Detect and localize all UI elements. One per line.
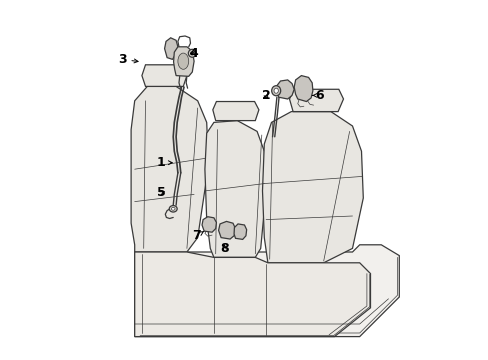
Polygon shape xyxy=(204,121,265,257)
Polygon shape xyxy=(131,86,208,252)
Ellipse shape xyxy=(169,206,177,212)
Ellipse shape xyxy=(273,88,278,93)
Ellipse shape xyxy=(271,86,280,96)
Polygon shape xyxy=(276,80,294,99)
Text: 4: 4 xyxy=(188,47,197,60)
Polygon shape xyxy=(173,47,194,76)
Polygon shape xyxy=(202,217,216,232)
Polygon shape xyxy=(134,245,399,337)
Text: 1: 1 xyxy=(156,156,172,169)
Polygon shape xyxy=(142,65,186,86)
Polygon shape xyxy=(218,221,235,239)
Polygon shape xyxy=(289,89,343,112)
Text: 3: 3 xyxy=(118,53,138,66)
Polygon shape xyxy=(294,76,312,102)
Text: 2: 2 xyxy=(261,89,270,102)
Text: 8: 8 xyxy=(220,242,228,255)
Text: 7: 7 xyxy=(192,229,203,242)
Text: 5: 5 xyxy=(157,186,166,199)
Polygon shape xyxy=(234,224,246,239)
Ellipse shape xyxy=(171,207,175,210)
Ellipse shape xyxy=(188,49,196,57)
Polygon shape xyxy=(134,252,370,337)
Ellipse shape xyxy=(178,53,188,69)
Ellipse shape xyxy=(190,51,194,55)
Text: 6: 6 xyxy=(312,89,323,102)
Polygon shape xyxy=(212,102,258,121)
Polygon shape xyxy=(262,112,363,263)
Polygon shape xyxy=(164,38,178,59)
